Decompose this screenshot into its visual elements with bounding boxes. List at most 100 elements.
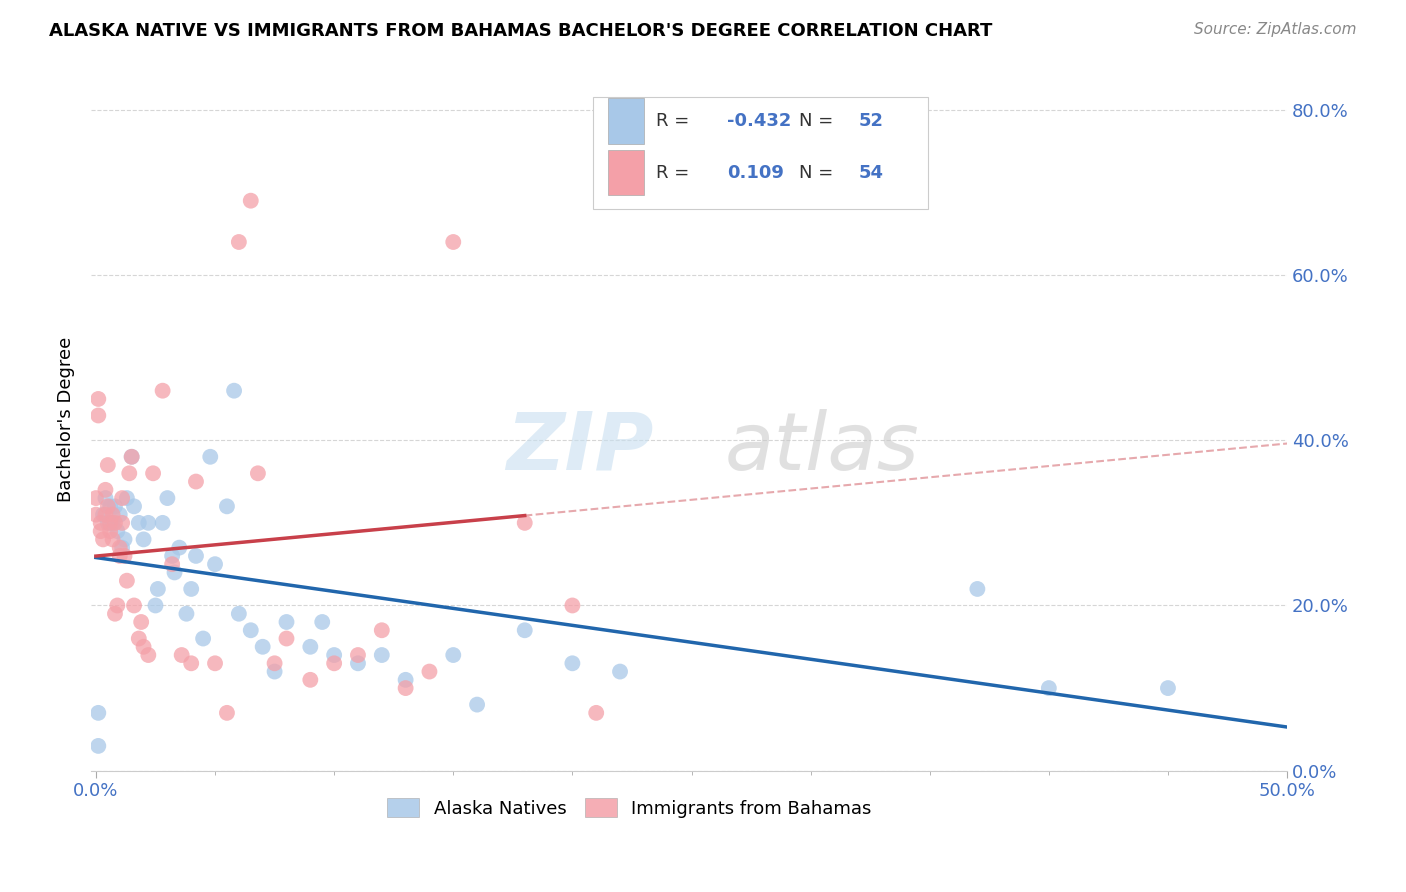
Point	[84, 491, 107, 505]
Point	[97, 500, 120, 514]
Point	[176, 607, 198, 621]
Point	[204, 657, 226, 671]
Point	[108, 549, 131, 563]
Point	[394, 681, 416, 695]
Point	[215, 500, 238, 514]
Point	[160, 549, 183, 563]
Point	[180, 657, 202, 671]
Point	[299, 673, 322, 687]
Point	[215, 706, 238, 720]
Point	[145, 599, 167, 613]
Point	[152, 384, 174, 398]
Point	[90, 524, 112, 538]
Point	[371, 648, 394, 662]
Point	[200, 450, 222, 464]
Point	[513, 516, 536, 530]
Point	[966, 582, 988, 596]
Point	[418, 665, 440, 679]
Text: R =: R =	[655, 163, 695, 182]
Point	[115, 491, 138, 505]
Point	[111, 491, 134, 505]
Point	[87, 392, 110, 406]
Point	[104, 516, 127, 530]
Point	[1038, 681, 1060, 695]
Point	[101, 533, 124, 547]
Point	[311, 615, 333, 629]
Point	[98, 524, 121, 538]
Text: 52: 52	[859, 112, 884, 130]
Point	[94, 508, 117, 522]
Point	[121, 450, 143, 464]
Text: N =: N =	[799, 112, 839, 130]
Point	[1157, 681, 1180, 695]
Point	[228, 607, 250, 621]
Point	[561, 599, 583, 613]
Point	[108, 541, 131, 555]
Point	[91, 533, 114, 547]
Text: atlas: atlas	[725, 409, 920, 487]
Point	[156, 491, 179, 505]
Point	[239, 624, 262, 638]
Point	[136, 516, 159, 530]
Point	[441, 648, 464, 662]
Point	[132, 640, 155, 654]
Point	[246, 467, 269, 481]
Point	[111, 516, 134, 530]
Point	[323, 657, 346, 671]
Point	[323, 648, 346, 662]
Point	[152, 516, 174, 530]
Y-axis label: Bachelor's Degree: Bachelor's Degree	[58, 337, 75, 502]
Point	[239, 194, 262, 208]
Point	[191, 632, 214, 646]
Text: N =: N =	[799, 163, 839, 182]
Point	[105, 599, 128, 613]
Point	[441, 235, 464, 249]
Point	[101, 508, 124, 522]
Point	[263, 657, 285, 671]
Point	[276, 615, 298, 629]
Point	[97, 458, 120, 472]
Point	[465, 698, 488, 712]
Point	[122, 500, 145, 514]
Point	[347, 648, 370, 662]
Point	[87, 706, 110, 720]
Text: -0.432: -0.432	[727, 112, 792, 130]
Point	[97, 516, 120, 530]
Point	[84, 508, 107, 522]
Point	[180, 582, 202, 596]
Point	[129, 615, 152, 629]
Point	[132, 533, 155, 547]
Legend: Alaska Natives, Immigrants from Bahamas: Alaska Natives, Immigrants from Bahamas	[380, 791, 879, 825]
Text: Source: ZipAtlas.com: Source: ZipAtlas.com	[1194, 22, 1357, 37]
Point	[347, 657, 370, 671]
Point	[252, 640, 274, 654]
Point	[105, 524, 128, 538]
Point	[146, 582, 169, 596]
Point	[160, 557, 183, 571]
Point	[104, 607, 127, 621]
Point	[222, 384, 245, 398]
Point	[184, 549, 207, 563]
Point	[114, 533, 136, 547]
Point	[94, 483, 117, 497]
Point	[276, 632, 298, 646]
Bar	[607, 150, 644, 195]
Point	[91, 508, 114, 522]
Point	[87, 409, 110, 423]
Point	[184, 475, 207, 489]
Point	[104, 500, 127, 514]
Point	[136, 648, 159, 662]
Point	[98, 500, 121, 514]
Point	[101, 516, 124, 530]
Point	[121, 450, 143, 464]
Point	[87, 739, 110, 753]
Point	[299, 640, 322, 654]
Text: R =: R =	[655, 112, 695, 130]
Point	[142, 467, 165, 481]
Text: 0.109: 0.109	[727, 163, 785, 182]
Point	[111, 541, 134, 555]
Point	[163, 566, 186, 580]
Point	[115, 574, 138, 588]
Point	[108, 508, 131, 522]
Point	[371, 624, 394, 638]
